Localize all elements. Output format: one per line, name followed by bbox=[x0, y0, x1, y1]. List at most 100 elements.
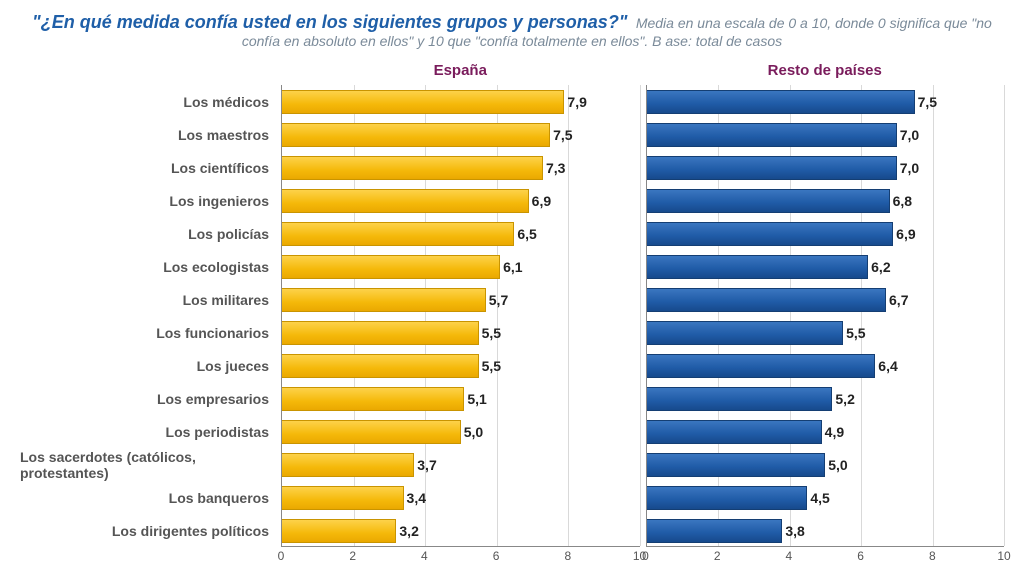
bar-row: 3,4 bbox=[282, 481, 640, 514]
bar-value-label: 5,5 bbox=[846, 325, 865, 341]
bar-row: 6,9 bbox=[282, 184, 640, 217]
charts-wrap: Los médicosLos maestrosLos científicosLo… bbox=[20, 61, 1004, 565]
x-tick-label: 2 bbox=[714, 549, 721, 563]
bar-value-label: 7,0 bbox=[900, 160, 919, 176]
bar: 7,0 bbox=[647, 156, 897, 180]
bar-row: 3,2 bbox=[282, 514, 640, 547]
bar: 5,0 bbox=[282, 420, 461, 444]
category-label: Los policías bbox=[20, 217, 275, 250]
bar-value-label: 7,5 bbox=[553, 127, 572, 143]
chart-body-rest: 7,57,07,06,86,96,26,75,56,45,24,95,04,53… bbox=[646, 85, 1005, 547]
bar: 4,9 bbox=[647, 420, 822, 444]
bar: 3,8 bbox=[647, 519, 783, 543]
bar: 5,5 bbox=[282, 321, 479, 345]
bar: 6,9 bbox=[282, 189, 529, 213]
bar: 6,5 bbox=[282, 222, 514, 246]
bar-value-label: 5,5 bbox=[482, 325, 501, 341]
bar: 6,2 bbox=[647, 255, 869, 279]
title-main: "¿En qué medida confía usted en los sigu… bbox=[32, 12, 627, 32]
chart-col-spain: España 7,97,57,36,96,56,15,75,55,55,15,0… bbox=[281, 61, 640, 565]
bar-row: 7,0 bbox=[647, 151, 1005, 184]
bar-row: 5,5 bbox=[282, 316, 640, 349]
gridline bbox=[1004, 85, 1005, 546]
x-tick-label: 2 bbox=[349, 549, 356, 563]
category-labels-column: Los médicosLos maestrosLos científicosLo… bbox=[20, 61, 275, 547]
bar-value-label: 4,9 bbox=[825, 424, 844, 440]
bar-row: 5,0 bbox=[282, 415, 640, 448]
category-label: Los funcionarios bbox=[20, 316, 275, 349]
bar: 7,3 bbox=[282, 156, 543, 180]
category-label: Los médicos bbox=[20, 85, 275, 118]
bar: 6,8 bbox=[647, 189, 890, 213]
category-label: Los científicos bbox=[20, 151, 275, 184]
bar: 7,0 bbox=[647, 123, 897, 147]
bar-value-label: 6,9 bbox=[532, 193, 551, 209]
bar-value-label: 5,5 bbox=[482, 358, 501, 374]
bar-row: 6,1 bbox=[282, 250, 640, 283]
bar: 7,5 bbox=[647, 90, 915, 114]
category-label: Los sacerdotes (católicos, protestantes) bbox=[20, 448, 275, 481]
bar: 5,2 bbox=[647, 387, 833, 411]
bar: 6,7 bbox=[647, 288, 887, 312]
bar-value-label: 5,1 bbox=[467, 391, 486, 407]
bar-row: 5,0 bbox=[647, 448, 1005, 481]
category-label: Los maestros bbox=[20, 118, 275, 151]
x-axis-rest: 0246810 bbox=[646, 547, 1005, 565]
bar-row: 5,5 bbox=[282, 349, 640, 382]
bar-row: 6,9 bbox=[647, 217, 1005, 250]
bar-value-label: 7,5 bbox=[918, 94, 937, 110]
bar-value-label: 5,2 bbox=[835, 391, 854, 407]
bar-row: 7,0 bbox=[647, 118, 1005, 151]
bar-value-label: 4,5 bbox=[810, 490, 829, 506]
chart-body-spain: 7,97,57,36,96,56,15,75,55,55,15,03,73,43… bbox=[281, 85, 640, 547]
x-tick-label: 0 bbox=[278, 549, 285, 563]
bar: 6,1 bbox=[282, 255, 500, 279]
bar-value-label: 6,9 bbox=[896, 226, 915, 242]
bar: 3,4 bbox=[282, 486, 404, 510]
bar: 7,9 bbox=[282, 90, 564, 114]
bar: 6,9 bbox=[647, 222, 894, 246]
x-tick-label: 6 bbox=[857, 549, 864, 563]
bar-row: 6,2 bbox=[647, 250, 1005, 283]
bar-value-label: 7,9 bbox=[567, 94, 586, 110]
x-tick-label: 8 bbox=[564, 549, 571, 563]
bar: 5,7 bbox=[282, 288, 486, 312]
bar: 3,7 bbox=[282, 453, 414, 477]
bar: 7,5 bbox=[282, 123, 550, 147]
bar-value-label: 5,0 bbox=[828, 457, 847, 473]
bar-value-label: 5,7 bbox=[489, 292, 508, 308]
x-tick-label: 8 bbox=[929, 549, 936, 563]
bar: 5,1 bbox=[282, 387, 464, 411]
bar-row: 7,3 bbox=[282, 151, 640, 184]
category-label: Los ingenieros bbox=[20, 184, 275, 217]
title-block: "¿En qué medida confía usted en los sigu… bbox=[20, 12, 1004, 51]
bar-value-label: 6,5 bbox=[517, 226, 536, 242]
bar-row: 5,7 bbox=[282, 283, 640, 316]
bar-value-label: 6,7 bbox=[889, 292, 908, 308]
category-label: Los periodistas bbox=[20, 415, 275, 448]
bar-value-label: 6,2 bbox=[871, 259, 890, 275]
bar-row: 6,7 bbox=[647, 283, 1005, 316]
category-label: Los dirigentes políticos bbox=[20, 514, 275, 547]
chart-title-rest: Resto de países bbox=[646, 61, 1005, 85]
bar: 5,5 bbox=[647, 321, 844, 345]
x-tick-label: 0 bbox=[642, 549, 649, 563]
category-label: Los empresarios bbox=[20, 382, 275, 415]
bar-row: 4,9 bbox=[647, 415, 1005, 448]
bar-value-label: 3,2 bbox=[399, 523, 418, 539]
bar-row: 4,5 bbox=[647, 481, 1005, 514]
bar-row: 6,5 bbox=[282, 217, 640, 250]
x-axis-spain: 0246810 bbox=[281, 547, 640, 565]
bar-row: 7,5 bbox=[282, 118, 640, 151]
bar-value-label: 6,1 bbox=[503, 259, 522, 275]
x-tick-label: 6 bbox=[493, 549, 500, 563]
bar-row: 5,1 bbox=[282, 382, 640, 415]
bar-row: 7,5 bbox=[647, 85, 1005, 118]
bar: 4,5 bbox=[647, 486, 808, 510]
gridline bbox=[640, 85, 641, 546]
category-label: Los jueces bbox=[20, 349, 275, 382]
x-tick-label: 4 bbox=[786, 549, 793, 563]
bar-value-label: 6,8 bbox=[893, 193, 912, 209]
bar-value-label: 5,0 bbox=[464, 424, 483, 440]
chart-title-spain: España bbox=[281, 61, 640, 85]
